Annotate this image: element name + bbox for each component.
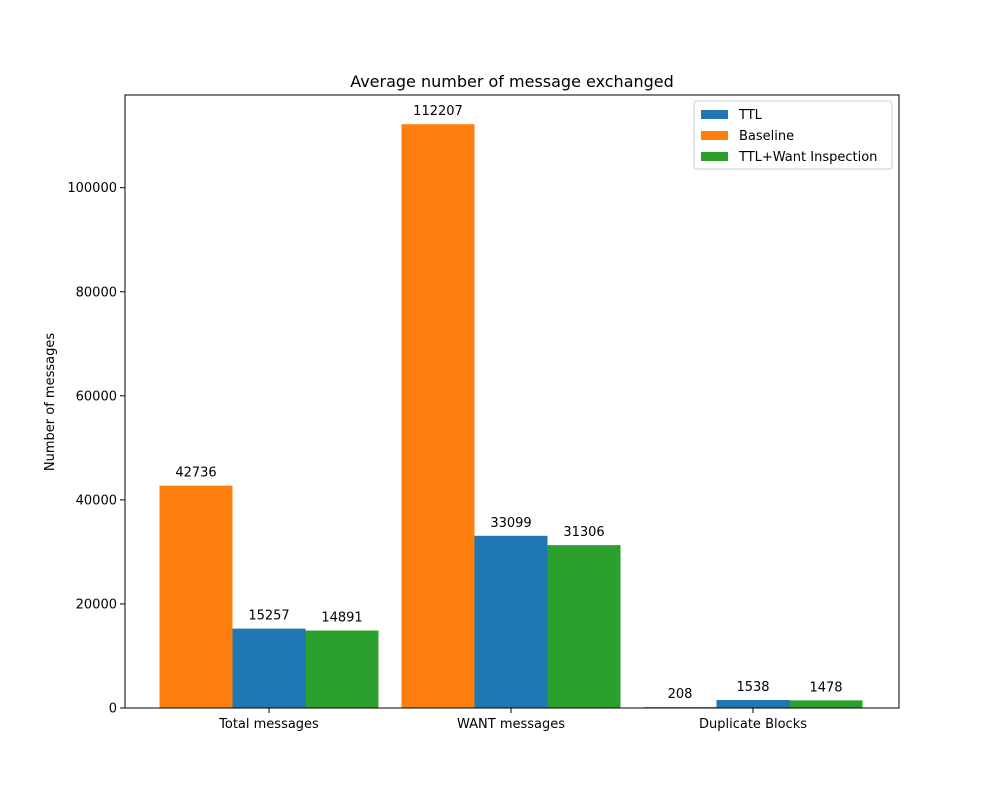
y-tick-label: 0 — [109, 702, 117, 717]
x-axis-ticks: Total messages WANT messages Duplicate Blo… — [218, 708, 807, 732]
bar — [547, 545, 621, 708]
x-tick-label: WANT messages — [457, 717, 565, 732]
legend-swatch — [701, 131, 728, 140]
y-tick-label: 40000 — [76, 493, 117, 508]
bar — [789, 700, 863, 708]
legend-swatch — [701, 110, 728, 119]
bar-value-label: 1478 — [809, 680, 842, 695]
legend-swatch — [701, 152, 728, 161]
x-tick-label: Duplicate Blocks — [699, 717, 807, 732]
bar-value-label: 42736 — [175, 466, 216, 481]
y-tick-label: 80000 — [76, 285, 117, 300]
bar — [159, 485, 233, 708]
legend-label: TTL+Want Inspection — [738, 150, 877, 165]
bar-value-label: 33099 — [490, 516, 531, 531]
y-axis-ticks: 0 20000 40000 60000 80000 100000 — [67, 181, 125, 717]
bar — [716, 699, 790, 708]
x-tick-label: Total messages — [218, 717, 319, 732]
bar-value-label: 31306 — [563, 525, 604, 540]
value-labels-group: 42736 112207 208 15257 33099 1538 14891 31306 14… — [175, 104, 842, 702]
legend-label: TTL — [738, 108, 763, 123]
plot-frame — [124, 94, 900, 709]
y-tick-label: 100000 — [67, 181, 117, 196]
bar-value-label: 15257 — [248, 609, 289, 624]
bar — [305, 630, 379, 708]
bar-value-label: 208 — [668, 687, 693, 702]
bar — [232, 628, 306, 708]
bars-group — [159, 124, 863, 709]
y-axis-label: Number of messages — [43, 333, 58, 471]
legend: TTL Baseline TTL+Want Inspection — [693, 100, 893, 170]
bar-value-label: 14891 — [321, 611, 362, 626]
bar — [474, 535, 548, 708]
bar — [401, 124, 475, 709]
y-tick-label: 20000 — [76, 597, 117, 612]
y-tick-label: 60000 — [76, 389, 117, 404]
legend-box — [693, 100, 893, 170]
bar — [643, 706, 717, 708]
chart-title: Average number of message exchanged — [350, 72, 674, 91]
bar-value-label: 112207 — [413, 104, 463, 119]
legend-label: Baseline — [739, 129, 794, 144]
bar-value-label: 1538 — [736, 680, 769, 695]
